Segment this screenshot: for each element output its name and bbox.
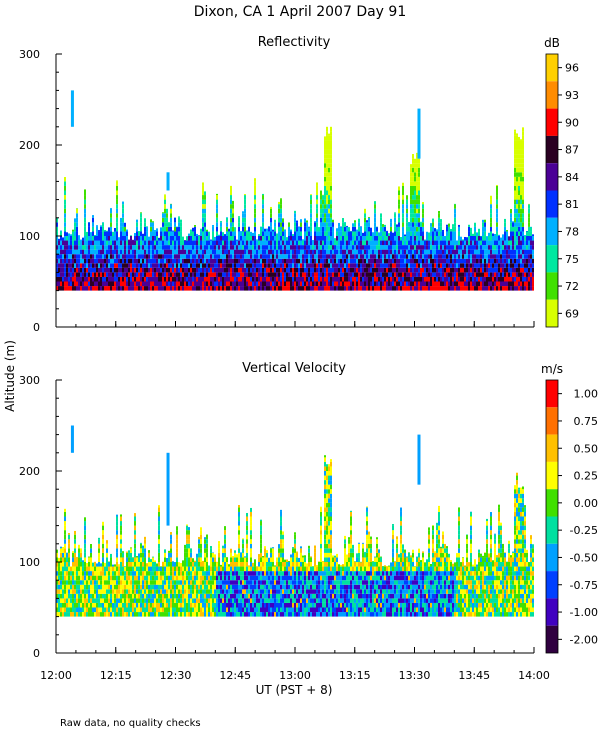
colorbar-swatch <box>546 571 558 599</box>
x-tick-label: 13:00 <box>279 669 311 682</box>
colorbar-tick-label: 0.25 <box>574 470 599 483</box>
colorbar-swatch <box>546 598 558 626</box>
reflectivity-title: Reflectivity <box>258 35 331 50</box>
y-tick-label: 0 <box>33 321 40 334</box>
colorbar-tick-label: 0.00 <box>574 497 599 510</box>
velocity-colorbar-unit: m/s <box>541 362 563 376</box>
colorbar-swatch <box>546 245 558 273</box>
colorbar-tick-label: -0.25 <box>570 524 598 537</box>
reflectivity-heatmap <box>56 90 534 291</box>
echo-feature <box>70 90 74 127</box>
colorbar-tick-label: 1.00 <box>574 388 599 401</box>
colorbar-swatch <box>546 135 558 164</box>
x-axis-label: UT (PST + 8) <box>256 683 333 697</box>
colorbar-swatch <box>546 489 558 517</box>
echo-feature <box>166 172 170 191</box>
colorbar-swatch <box>546 163 558 191</box>
velocity-heatmap <box>56 425 534 617</box>
echo-feature <box>417 108 421 159</box>
y-axis-label: Altitude (m) <box>3 340 17 412</box>
reflectivity-axes: 0 100 200 300 <box>19 48 535 334</box>
colorbar-swatch <box>546 272 558 300</box>
colorbar-swatch <box>546 190 558 218</box>
reflectivity-panel: Reflectivity 0 100 200 300 dB 96 93 90 87 84 81 7… <box>19 35 579 334</box>
reflectivity-colorbar-unit: dB <box>544 36 560 50</box>
colorbar-swatch <box>546 54 558 82</box>
colorbar-tick-label: 84 <box>565 171 579 184</box>
figure-title: Dixon, CA 1 April 2007 Day 91 <box>194 4 406 20</box>
y-tick-label: 300 <box>19 48 40 61</box>
x-tick-label: 13:15 <box>339 669 371 682</box>
colorbar-tick-label: 96 <box>565 62 579 75</box>
colorbar-tick-label: 87 <box>565 144 579 157</box>
echo-feature <box>166 452 170 526</box>
echo-feature <box>70 425 74 453</box>
colorbar-frame <box>545 379 559 654</box>
x-tick-label: 14:00 <box>518 669 550 682</box>
colorbar-swatch <box>546 380 558 408</box>
colorbar-swatch <box>546 461 558 490</box>
velocity-panel: Vertical Velocity 0 100 200 300 12:00 12:15 12… <box>19 361 598 682</box>
x-tick-label: 12:15 <box>100 669 132 682</box>
x-tick-label: 12:45 <box>219 669 251 682</box>
x-tick-label: 13:30 <box>399 669 431 682</box>
x-tick-label: 12:30 <box>160 669 192 682</box>
colorbar-frame <box>545 53 559 328</box>
colorbar-tick-label: 75 <box>565 253 579 266</box>
y-tick-label: 200 <box>19 465 40 478</box>
colorbar-swatch <box>546 543 558 572</box>
colorbar-tick-label: 0.75 <box>574 415 599 428</box>
colorbar-tick-label: 78 <box>565 225 579 238</box>
colorbar-tick-label: 81 <box>565 198 579 211</box>
colorbar-tick-label: 90 <box>565 116 579 129</box>
velocity-colorbar: m/s 1.00 0.75 0.50 0.25 0.00 -0.25 -0.50 -0.75 -… <box>541 362 599 654</box>
colorbar-swatch <box>546 108 558 136</box>
colorbar-swatch <box>546 625 558 653</box>
colorbar-swatch <box>546 217 558 246</box>
colorbar-swatch <box>546 81 558 109</box>
reflectivity-colorbar: dB 96 93 90 87 84 81 78 75 72 69 <box>544 36 579 328</box>
y-tick-label: 300 <box>19 374 40 387</box>
x-tick-label: 13:45 <box>458 669 490 682</box>
x-tick-label: 12:00 <box>40 669 72 682</box>
colorbar-swatch <box>546 407 558 435</box>
y-tick-label: 100 <box>19 230 40 243</box>
colorbar-tick-label: -1.00 <box>570 606 598 619</box>
velocity-title: Vertical Velocity <box>242 361 346 376</box>
colorbar-tick-label: 69 <box>565 307 579 320</box>
y-tick-label: 100 <box>19 556 40 569</box>
colorbar-swatch <box>546 299 558 327</box>
colorbar-swatch <box>546 434 558 462</box>
velocity-axes: 0 100 200 300 12:00 12:15 12:30 12:45 13:00 13:15… <box>19 374 550 682</box>
colorbar-swatch <box>546 516 558 544</box>
colorbar-tick-label: -2.00 <box>570 633 598 646</box>
y-tick-label: 0 <box>33 647 40 660</box>
colorbar-tick-label: -0.50 <box>570 551 598 564</box>
colorbar-tick-label: 0.50 <box>574 442 599 455</box>
colorbar-tick-label: 93 <box>565 89 579 102</box>
footnote: Raw data, no quality checks <box>60 718 201 729</box>
colorbar-tick-label: 72 <box>565 280 579 293</box>
colorbar-tick-label: -0.75 <box>570 579 598 592</box>
echo-feature <box>417 434 421 485</box>
y-tick-label: 200 <box>19 139 40 152</box>
